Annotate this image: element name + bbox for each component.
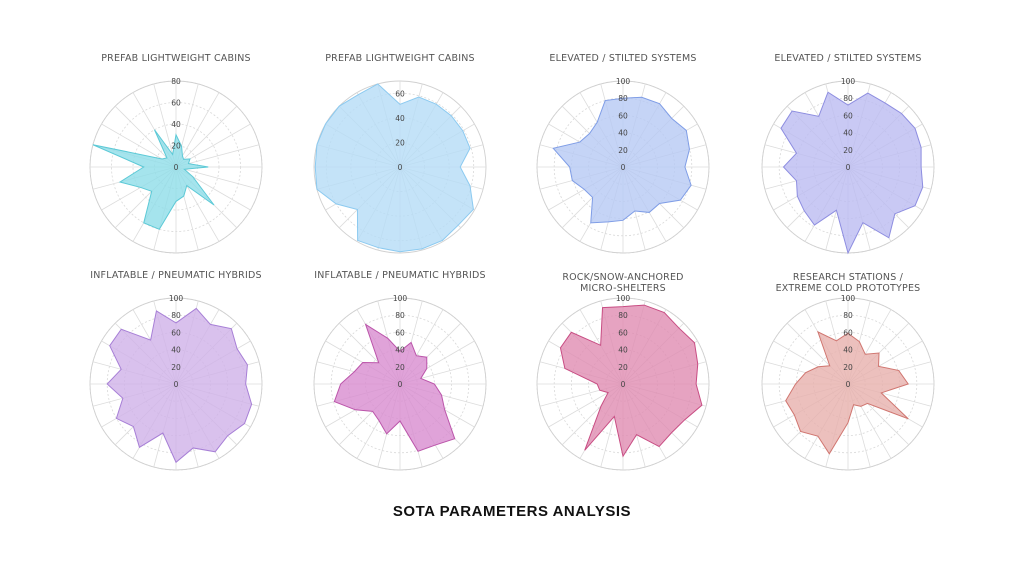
tick-label: 60 xyxy=(618,111,628,120)
tick-label: 60 xyxy=(843,328,853,337)
radar-plot: 0 20 40 60 80 100 xyxy=(89,294,263,471)
tick-label: 20 xyxy=(843,146,853,155)
tick-label: 100 xyxy=(616,294,631,303)
radar-plot: 0 20 40 60 xyxy=(313,80,487,254)
tick-label: 0 xyxy=(621,163,626,172)
radar-chart: INFLATABLE / PNEUMATIC HYBRIDS 0 20 40 60 80 1… xyxy=(64,270,288,489)
tick-label: 100 xyxy=(393,294,408,303)
radar-chart: ROCK/SNOW-ANCHORED MICRO-SHELTERS 0 20 40 60… xyxy=(511,272,735,489)
radar-plot: 0 20 40 60 80 100 xyxy=(536,294,710,471)
tick-label: 20 xyxy=(395,138,405,147)
tick-label: 40 xyxy=(395,114,405,123)
tick-label: 20 xyxy=(618,363,628,372)
spoke xyxy=(114,105,177,168)
tick-label: 60 xyxy=(843,111,853,120)
tick-label: 40 xyxy=(618,346,628,355)
tick-label: 0 xyxy=(621,380,626,389)
tick-label: 40 xyxy=(618,129,628,138)
tick-label: 100 xyxy=(841,77,856,86)
radar-plot: 0 20 40 60 80 100 xyxy=(536,77,710,254)
series-area xyxy=(559,304,703,458)
tick-label: 0 xyxy=(398,163,403,172)
tick-label: 0 xyxy=(846,380,851,389)
tick-label: 60 xyxy=(171,328,181,337)
tick-label: 40 xyxy=(171,346,181,355)
series-area xyxy=(333,323,456,452)
tick-label: 20 xyxy=(843,363,853,372)
tick-label: 80 xyxy=(171,311,181,320)
radar-plot: 0 20 40 60 80 xyxy=(89,77,263,254)
tick-label: 0 xyxy=(174,163,179,172)
tick-label: 0 xyxy=(398,380,403,389)
series-area xyxy=(314,83,474,253)
tick-label: 40 xyxy=(395,346,405,355)
tick-label: 80 xyxy=(618,94,628,103)
chart-title: INFLATABLE / PNEUMATIC HYBRIDS xyxy=(314,270,486,281)
tick-label: 20 xyxy=(171,363,181,372)
tick-label: 80 xyxy=(171,77,181,86)
tick-label: 80 xyxy=(843,94,853,103)
radar-chart: INFLATABLE / PNEUMATIC HYBRIDS 0 20 40 60 80 1… xyxy=(288,270,512,489)
tick-label: 20 xyxy=(618,146,628,155)
spoke xyxy=(175,92,220,168)
tick-label: 0 xyxy=(846,163,851,172)
chart-title: PREFAB LIGHTWEIGHT CABINS xyxy=(101,53,251,64)
chart-title: PREFAB LIGHTWEIGHT CABINS xyxy=(325,53,475,64)
radar-chart: ELEVATED / STILTED SYSTEMS 0 20 40 60 80 100 xyxy=(511,53,735,272)
tick-label: 60 xyxy=(395,328,405,337)
chart-title: ROCK/SNOW-ANCHORED MICRO-SHELTERS xyxy=(562,272,684,294)
tick-label: 0 xyxy=(174,380,179,389)
spoke xyxy=(153,83,177,168)
tick-label: 60 xyxy=(618,328,628,337)
tick-label: 80 xyxy=(843,311,853,320)
chart-title: INFLATABLE / PNEUMATIC HYBRIDS xyxy=(90,270,262,281)
radar-plot: 0 20 40 60 80 100 xyxy=(761,294,935,471)
radar-chart: PREFAB LIGHTWEIGHT CABINS 0 20 40 60 80 xyxy=(64,53,288,272)
tick-label: 40 xyxy=(843,346,853,355)
chart-title: RESEARCH STATIONS / EXTREME COLD PROTOTY… xyxy=(775,272,921,294)
spoke xyxy=(175,166,260,190)
tick-label: 40 xyxy=(843,129,853,138)
chart-title: ELEVATED / STILTED SYSTEMS xyxy=(549,53,697,64)
tick-label: 80 xyxy=(395,311,405,320)
tick-label: 60 xyxy=(395,89,405,98)
spoke xyxy=(175,144,260,168)
chart-title: ELEVATED / STILTED SYSTEMS xyxy=(774,53,922,64)
tick-label: 20 xyxy=(395,363,405,372)
tick-label: 100 xyxy=(841,294,856,303)
tick-label: 60 xyxy=(171,99,181,108)
radar-chart: ELEVATED / STILTED SYSTEMS 0 20 40 60 80 100 xyxy=(736,53,960,272)
main-title: SOTA PARAMETERS ANALYSIS xyxy=(392,503,632,520)
radar-chart: PREFAB LIGHTWEIGHT CABINS 0 20 40 60 xyxy=(288,53,512,272)
tick-label: 100 xyxy=(169,294,184,303)
radar-chart: RESEARCH STATIONS / EXTREME COLD PROTOTY… xyxy=(736,272,960,489)
radar-plot: 0 20 40 60 80 100 xyxy=(313,294,487,471)
tick-label: 20 xyxy=(171,142,181,151)
tick-label: 40 xyxy=(171,120,181,129)
tick-label: 100 xyxy=(616,77,631,86)
tick-label: 80 xyxy=(618,311,628,320)
radar-plot: 0 20 40 60 80 100 xyxy=(761,77,935,255)
spoke xyxy=(175,105,238,168)
